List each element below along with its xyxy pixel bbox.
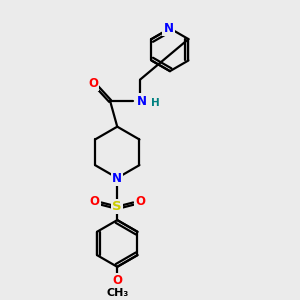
Text: CH₃: CH₃ bbox=[106, 288, 128, 298]
Text: O: O bbox=[112, 274, 122, 287]
Text: H: H bbox=[151, 98, 160, 108]
Text: N: N bbox=[136, 94, 146, 107]
Text: N: N bbox=[164, 22, 173, 35]
Text: N: N bbox=[112, 172, 122, 185]
Text: S: S bbox=[112, 200, 122, 213]
Text: O: O bbox=[89, 195, 100, 208]
Text: O: O bbox=[88, 77, 98, 90]
Text: O: O bbox=[135, 195, 145, 208]
